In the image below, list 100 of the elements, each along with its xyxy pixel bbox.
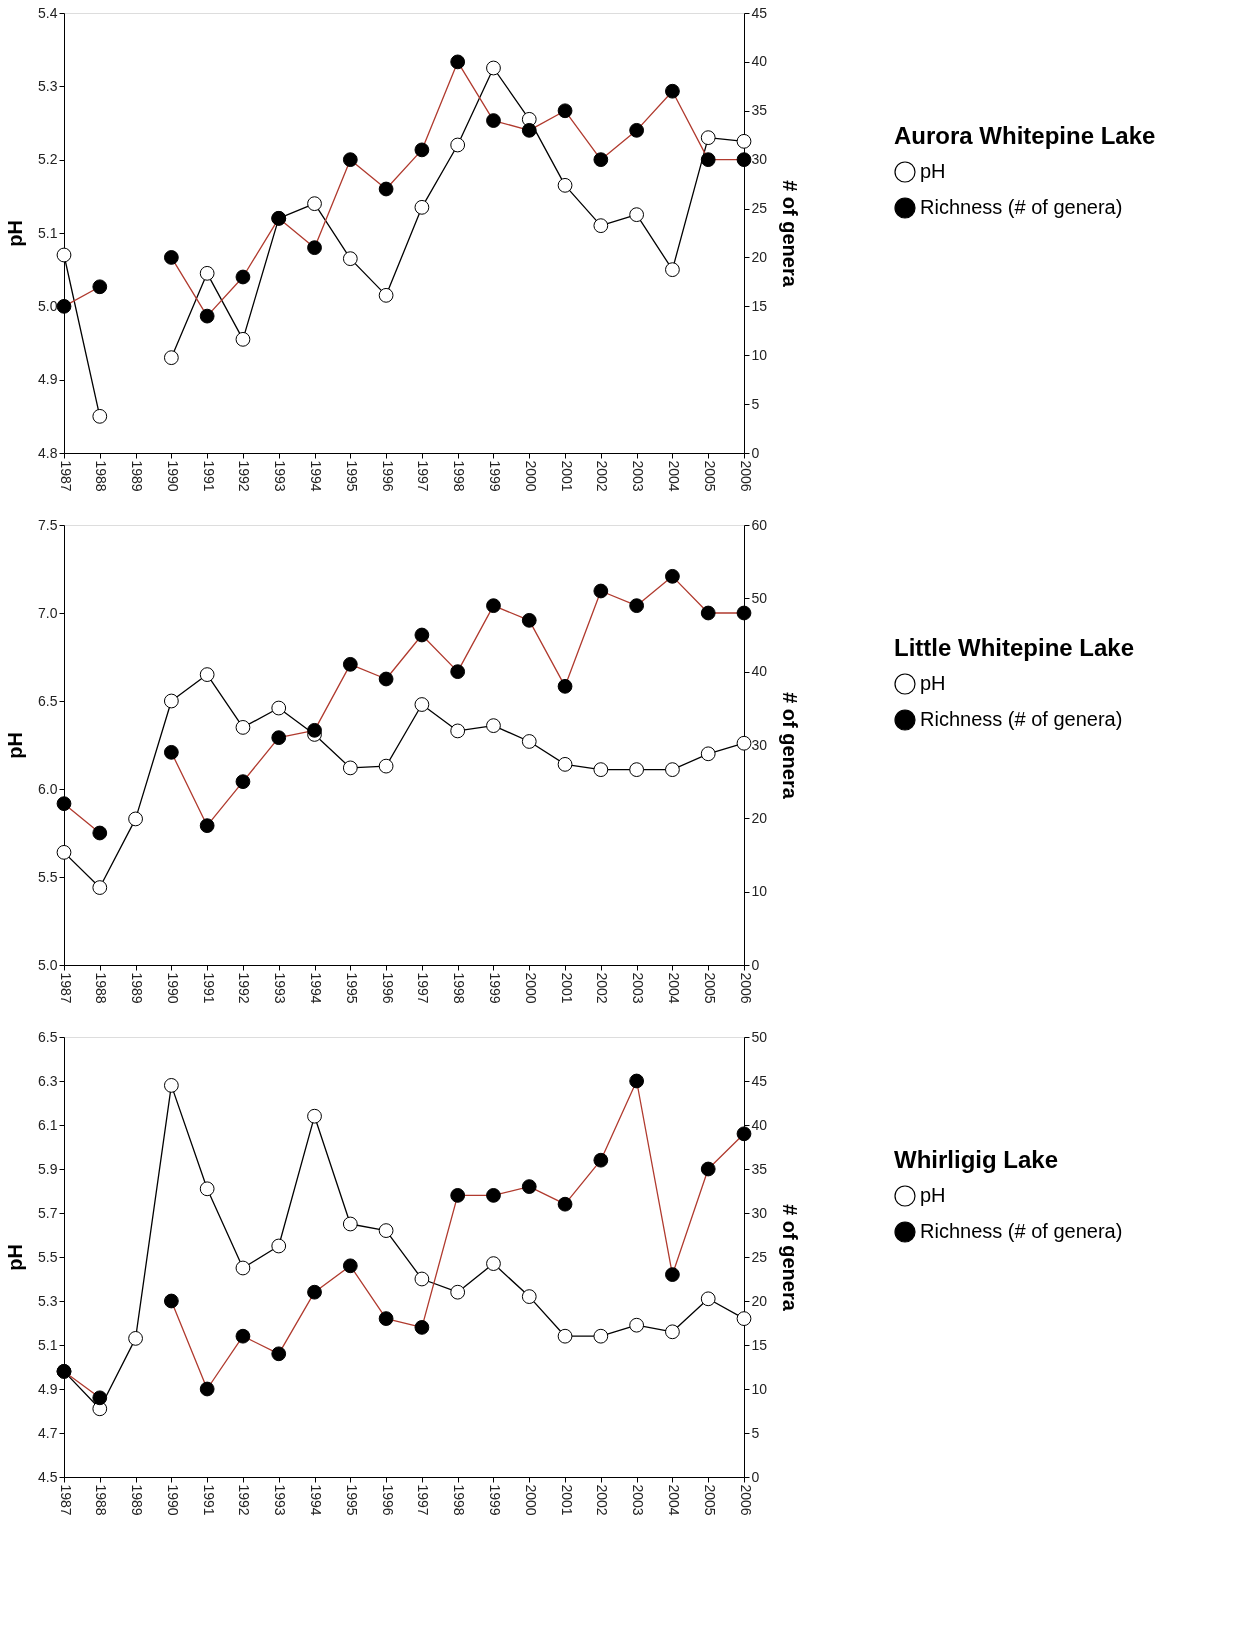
y-tick-label: 4.5 (38, 1468, 58, 1485)
y2-tick-label: 40 (751, 1116, 768, 1133)
x-tick-label: 1991 (200, 1484, 217, 1516)
y-tick-label: 6.1 (38, 1116, 58, 1133)
y2-tick-label: 10 (751, 883, 768, 900)
x-tick-label: 1987 (57, 1484, 74, 1516)
legend-label: pH (920, 160, 946, 182)
x-tick-label: 1996 (379, 460, 396, 492)
x-tick-label: 2004 (665, 972, 682, 1004)
x-tick-label: 2000 (522, 460, 539, 492)
y2-tick-label: 35 (751, 1160, 768, 1177)
y-tick-label: 5.0 (38, 956, 58, 973)
x-tick-label: 2005 (701, 460, 718, 492)
x-tick-label: 1996 (379, 1484, 396, 1516)
x-tick-label: 1993 (272, 1484, 289, 1516)
legend-label: Richness (# of genera) (920, 1220, 1123, 1242)
y-tick-label: 5.3 (38, 77, 58, 94)
y-tick-label: 7.5 (38, 516, 58, 533)
y2-tick-label: 25 (751, 1248, 768, 1265)
y-tick-label: 4.7 (38, 1424, 58, 1441)
y2-tick-label: 35 (751, 102, 768, 119)
x-tick-label: 2006 (737, 1484, 754, 1516)
y2-tick-label: 50 (751, 1028, 768, 1045)
y-tick-label: 5.2 (38, 151, 58, 168)
y-axis-title: pH (4, 220, 27, 247)
x-tick-label: 1992 (236, 460, 253, 492)
x-tick-label: 1989 (129, 972, 146, 1004)
y2-tick-label: 50 (751, 589, 768, 606)
x-tick-label: 1995 (343, 1484, 360, 1516)
y-tick-label: 7.0 (38, 604, 58, 621)
y-tick-label: 6.5 (38, 692, 58, 709)
x-tick-label: 2005 (701, 972, 718, 1004)
x-tick-label: 2003 (630, 1484, 647, 1516)
y2-tick-label: 30 (751, 1204, 768, 1221)
y2-tick-label: 10 (751, 346, 768, 363)
x-tick-label: 1989 (129, 460, 146, 492)
legend-label: pH (920, 672, 946, 694)
x-tick-label: 2003 (630, 460, 647, 492)
x-tick-label: 1990 (164, 1484, 181, 1516)
x-tick-label: 1991 (200, 972, 217, 1004)
x-tick-label: 1991 (200, 460, 217, 492)
legend-title: Little Whitepine Lake (894, 634, 1135, 661)
legend-label: Richness (# of genera) (920, 708, 1123, 730)
x-tick-label: 1995 (343, 972, 360, 1004)
x-tick-label: 1998 (451, 972, 468, 1004)
x-tick-label: 2001 (558, 1484, 575, 1516)
y2-tick-label: 0 (751, 1468, 760, 1485)
y-tick-label: 4.9 (38, 1380, 58, 1397)
y-axis-title: pH (4, 732, 27, 759)
x-tick-label: 2006 (737, 972, 754, 1004)
y-tick-label: 5.5 (38, 868, 58, 885)
x-tick-label: 1994 (308, 460, 325, 492)
y2-tick-label: 40 (751, 663, 768, 680)
y2-axis-title: # of genera (779, 180, 802, 288)
y2-tick-label: 10 (751, 1380, 768, 1397)
y-tick-label: 6.3 (38, 1072, 58, 1089)
y-tick-label: 5.5 (38, 1248, 58, 1265)
x-tick-label: 1997 (415, 972, 432, 1004)
legend-title: Whirligig Lake (894, 1146, 1059, 1173)
y-tick-label: 5.1 (38, 224, 58, 241)
y2-tick-label: 20 (751, 248, 768, 265)
x-tick-label: 2004 (665, 460, 682, 492)
x-tick-label: 1988 (93, 460, 110, 492)
x-tick-label: 1987 (57, 972, 74, 1004)
x-tick-label: 1988 (93, 1484, 110, 1516)
y-tick-label: 4.8 (38, 444, 58, 461)
y2-tick-label: 20 (751, 809, 768, 826)
x-tick-label: 2005 (701, 1484, 718, 1516)
legend-label: Richness (# of genera) (920, 196, 1123, 218)
x-tick-label: 2002 (594, 460, 611, 492)
y-tick-label: 5.7 (38, 1204, 58, 1221)
y-tick-label: 5.3 (38, 1292, 58, 1309)
y-tick-label: 6.0 (38, 780, 58, 797)
legend-label: pH (920, 1184, 946, 1206)
x-tick-label: 1992 (236, 1484, 253, 1516)
y2-tick-label: 30 (751, 151, 768, 168)
x-tick-label: 1997 (415, 460, 432, 492)
y-tick-label: 6.5 (38, 1028, 58, 1045)
y2-tick-label: 20 (751, 1292, 768, 1309)
y-tick-label: 5.1 (38, 1336, 58, 1353)
y2-tick-label: 60 (751, 516, 768, 533)
y2-tick-label: 40 (751, 53, 768, 70)
y2-tick-label: 0 (751, 444, 760, 461)
y-tick-label: 4.9 (38, 371, 58, 388)
x-tick-label: 2000 (522, 1484, 539, 1516)
x-tick-label: 2003 (630, 972, 647, 1004)
x-tick-label: 2001 (558, 460, 575, 492)
y2-axis-title: # of genera (779, 1204, 802, 1312)
x-tick-label: 1995 (343, 460, 360, 492)
x-tick-label: 1988 (93, 972, 110, 1004)
y2-tick-label: 45 (751, 4, 768, 21)
x-tick-label: 1994 (308, 972, 325, 1004)
x-tick-label: 1999 (486, 972, 503, 1004)
y-tick-label: 5.9 (38, 1160, 58, 1177)
y2-tick-label: 0 (751, 956, 760, 973)
x-tick-label: 1993 (272, 460, 289, 492)
x-tick-label: 1993 (272, 972, 289, 1004)
x-tick-label: 2000 (522, 972, 539, 1004)
y-tick-label: 5.4 (38, 4, 58, 21)
x-tick-label: 1992 (236, 972, 253, 1004)
